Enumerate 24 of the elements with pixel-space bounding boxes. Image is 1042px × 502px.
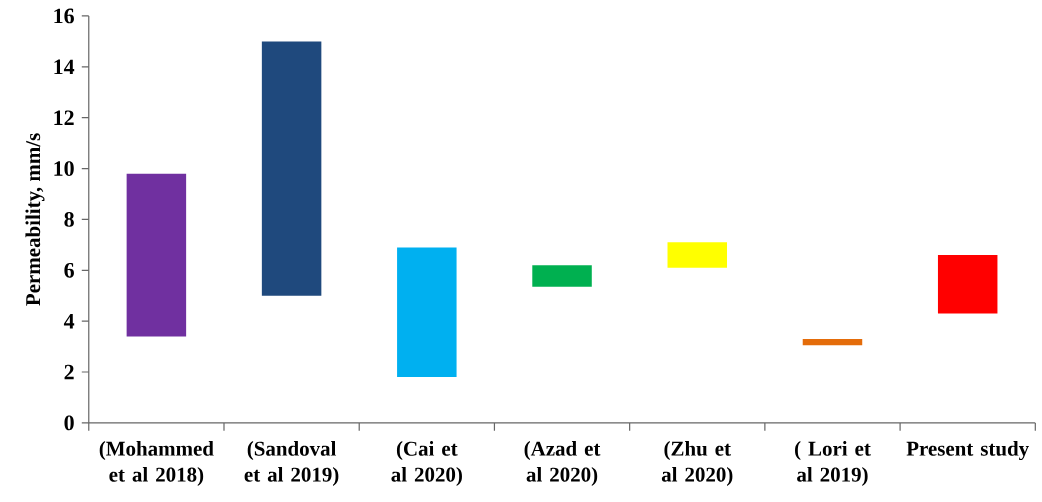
y-tick-label: 16 — [54, 8, 74, 24]
x-tick-label: ( Lori et al 2019) — [795, 441, 871, 487]
bar — [261, 41, 322, 296]
x-tick-label: (Zhu et al 2020) — [661, 441, 733, 487]
bar — [937, 255, 998, 314]
y-tick-label: 0 — [64, 415, 74, 431]
x-tick-label: (Sandoval et al 2019) — [244, 441, 339, 487]
y-tick-label: 4 — [63, 314, 75, 329]
x-tick-label: (Mohammed et al 2018) — [99, 441, 214, 487]
x-tick-label: Present study — [906, 441, 1029, 461]
y-tick-label: 12 — [54, 110, 74, 126]
bar — [802, 339, 863, 346]
bar — [667, 242, 728, 268]
x-tick-label: (Azad et al 2020) — [524, 441, 601, 487]
bar — [532, 265, 592, 287]
y-tick-label: 14 — [54, 59, 75, 75]
y-tick-label: 8 — [64, 212, 74, 227]
y-tick-label: 10 — [54, 161, 74, 177]
x-tick-label: (Cai et al 2020) — [391, 441, 462, 487]
y-axis-title: Permeability, mm/s — [25, 133, 45, 306]
y-tick-label: 2 — [64, 364, 74, 380]
bar — [397, 247, 457, 378]
bar — [126, 173, 187, 337]
y-tick-label: 6 — [64, 263, 74, 278]
